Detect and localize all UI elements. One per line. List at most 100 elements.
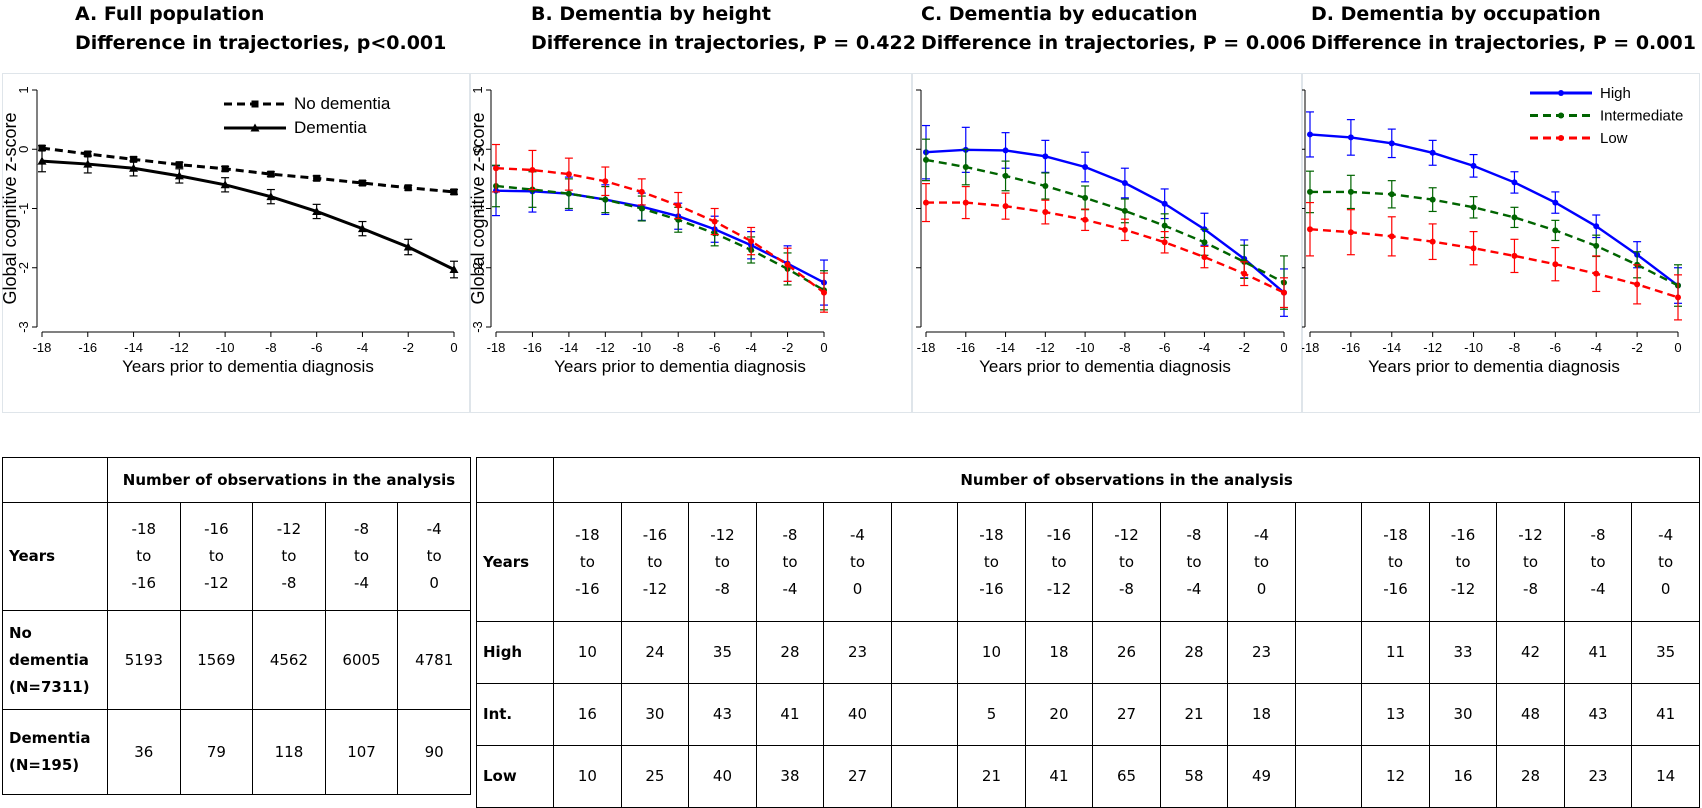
data-point	[403, 242, 413, 251]
chart-panel-d: -18 -16 -14 -12 -10 -8 -6 -4 -2 0 Years prior to d…	[1302, 73, 1700, 413]
table-cell: 10	[957, 621, 1026, 684]
legend-label: High	[1600, 85, 1631, 102]
period-header: -12 to -8	[1092, 502, 1161, 622]
period-header: -12 to -8	[252, 502, 326, 611]
data-point	[711, 218, 718, 225]
chart-d-svg: -18 -16 -14 -12 -10 -8 -6 -4 -2 0 Years prior to d…	[1302, 73, 1700, 413]
table-cell: 40	[823, 683, 892, 746]
table-cell: 23	[823, 621, 892, 684]
row-label: High	[475, 621, 555, 684]
table-cell: 30	[1428, 683, 1498, 746]
data-point	[1470, 204, 1477, 211]
x-tick-label: -14	[124, 340, 143, 355]
data-point	[1347, 134, 1354, 141]
table-cell: 27	[1092, 683, 1161, 746]
x-tick-label: -6	[1550, 340, 1562, 355]
y-tick-label: 0	[470, 146, 485, 153]
data-point	[358, 179, 366, 187]
table-cell: 21	[957, 745, 1026, 808]
series-line	[1309, 228, 1679, 299]
x-tick-label: -6	[311, 340, 323, 355]
data-point	[84, 150, 92, 158]
data-point	[313, 174, 321, 182]
data-point	[1470, 162, 1477, 169]
x-tick-label: -12	[1036, 340, 1055, 355]
data-point	[748, 238, 755, 245]
legend: High Intermediate Low	[1530, 85, 1683, 147]
panel-c-subtitle: Difference in trajectories, P = 0.006	[921, 32, 1306, 54]
chart-panel-a: -18 -16 -14 -12 -10 -8 -6 -4 -2 0 Years prior to d…	[2, 73, 470, 413]
series-line	[495, 167, 825, 294]
table-cell: 28	[755, 621, 825, 684]
period-header: -16 to -12	[1024, 502, 1094, 622]
legend-marker	[1558, 135, 1564, 141]
data-point	[602, 178, 609, 185]
x-tick-label: -4	[1199, 340, 1211, 355]
data-point	[312, 206, 322, 215]
x-tick-label: -2	[1238, 340, 1250, 355]
series-0	[38, 144, 458, 196]
table-cell: 4562	[252, 610, 326, 710]
panel-c-title-block: C. Dementia by education Difference in t…	[921, 0, 1306, 58]
x-axis-label: Years prior to dementia diagnosis	[979, 357, 1231, 376]
data-point	[1388, 233, 1395, 240]
x-tick-label: -4	[357, 340, 369, 355]
series-line	[1309, 133, 1679, 287]
table-cell: 41	[1631, 683, 1700, 746]
period-header: -16 to -12	[179, 502, 254, 611]
observations-table-full: Number of observations in the analysis Y…	[2, 457, 471, 795]
data-point	[638, 188, 645, 195]
period-header: -8 to -4	[755, 502, 825, 622]
data-point	[923, 156, 929, 163]
data-point	[266, 192, 276, 201]
table-cell: 90	[397, 709, 471, 795]
panel-d-title-block: D. Dementia by occupation Difference in …	[1311, 0, 1696, 58]
x-tick-label: -10	[1464, 340, 1483, 355]
table-cell: 28	[1496, 745, 1565, 808]
data-point	[1429, 238, 1436, 245]
data-point	[1082, 216, 1089, 223]
panel-frame	[1302, 73, 1700, 413]
y-axis-label: Global cognitive z-score	[470, 112, 488, 304]
data-point	[220, 180, 230, 189]
data-point	[565, 190, 572, 197]
panel-d-title: D. Dementia by occupation	[1311, 3, 1601, 25]
data-point	[1161, 222, 1168, 229]
series-line	[495, 184, 825, 292]
group-gap	[891, 502, 958, 622]
panel-a-title: A. Full population	[75, 3, 265, 25]
data-point	[1552, 261, 1559, 268]
x-tick-label: -2	[402, 340, 414, 355]
group-gap	[891, 683, 958, 746]
x-tick-label: -18	[917, 340, 936, 355]
group-gap	[891, 621, 958, 684]
x-tick-label: -2	[1631, 340, 1643, 355]
period-header: -4 to 0	[397, 502, 471, 611]
table-cell: 23	[1227, 621, 1296, 684]
table-cell: 4781	[397, 610, 471, 710]
chart-c-svg: -18 -16 -14 -12 -10 -8 -6 -4 -2 0 Years prior to d…	[912, 73, 1302, 413]
period-header: -18 to -16	[107, 502, 181, 611]
table-cell: 79	[179, 709, 254, 795]
table-cell: 35	[1631, 621, 1700, 684]
data-point	[1552, 199, 1559, 206]
data-point	[638, 205, 645, 212]
panel-b-title-block: B. Dementia by height Difference in traj…	[531, 0, 916, 58]
y-tick-label: -1	[16, 203, 31, 215]
table-cell: 18	[1024, 621, 1094, 684]
data-point	[1201, 254, 1208, 261]
data-point	[450, 188, 458, 196]
table-cell: 41	[755, 683, 825, 746]
data-point	[1593, 270, 1600, 277]
x-tick-label: -16	[78, 340, 97, 355]
group-gap	[1295, 621, 1362, 684]
data-point	[1511, 214, 1518, 221]
table-cell: 41	[1563, 621, 1633, 684]
chart-panel-c: -18 -16 -14 -12 -10 -8 -6 -4 -2 0 Years prior to d…	[912, 73, 1302, 413]
x-axis-label: Years prior to dementia diagnosis	[122, 357, 374, 376]
table-cell: 21	[1159, 683, 1229, 746]
data-point	[1347, 188, 1354, 195]
data-point	[357, 224, 367, 233]
